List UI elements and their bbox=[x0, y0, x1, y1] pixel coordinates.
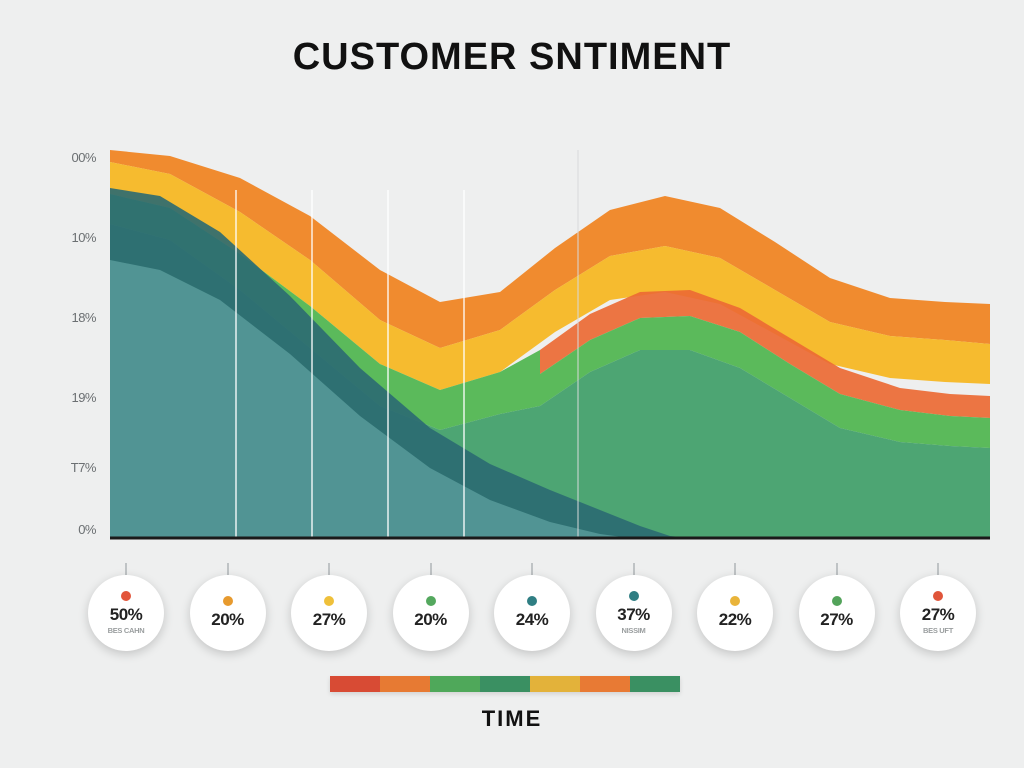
badge-dot bbox=[527, 596, 537, 606]
x-axis-label: TIME bbox=[0, 706, 1024, 732]
metric-badge: 24% bbox=[486, 575, 578, 665]
badge-dot bbox=[121, 591, 131, 601]
badge-caption: BES CAHN bbox=[108, 626, 145, 635]
y-tick-label: 0% bbox=[6, 522, 96, 537]
badge-dot bbox=[629, 591, 639, 601]
chart-title: CUSTOMER SNTIMENT bbox=[0, 36, 1024, 79]
badge-value: 27% bbox=[820, 610, 853, 630]
badge-value: 22% bbox=[719, 610, 752, 630]
badge-row: 50%BES CAHN20%27%20%24%37%NISSIM22%27%27… bbox=[80, 575, 984, 665]
metric-badge: 27%BES UFT bbox=[892, 575, 984, 665]
metric-badge: 50%BES CAHN bbox=[80, 575, 172, 665]
chart-stage: { "title": "CUSTOMER SNTIMENT", "xaxis_l… bbox=[0, 0, 1024, 768]
badge-value: 27% bbox=[922, 605, 955, 625]
badge-value: 50% bbox=[110, 605, 143, 625]
scale-segment bbox=[380, 676, 430, 692]
scale-segment bbox=[330, 676, 380, 692]
y-tick-label: 18% bbox=[6, 310, 96, 325]
y-tick-label: 00% bbox=[6, 150, 96, 165]
badge-caption: NISSIM bbox=[621, 626, 645, 635]
badge-dot bbox=[730, 596, 740, 606]
metric-badge: 20% bbox=[182, 575, 274, 665]
scale-segment bbox=[530, 676, 580, 692]
metric-badge: 27% bbox=[283, 575, 375, 665]
badge-dot bbox=[426, 596, 436, 606]
badge-value: 20% bbox=[211, 610, 244, 630]
y-tick-label: T7% bbox=[6, 460, 96, 475]
scale-segment bbox=[430, 676, 480, 692]
badge-dot bbox=[832, 596, 842, 606]
y-tick-label: 19% bbox=[6, 390, 96, 405]
area-chart bbox=[110, 150, 990, 540]
badge-value: 27% bbox=[313, 610, 346, 630]
metric-badge: 27% bbox=[791, 575, 883, 665]
metric-badge: 37%NISSIM bbox=[588, 575, 680, 665]
badge-dot bbox=[933, 591, 943, 601]
scale-segment bbox=[580, 676, 630, 692]
badge-value: 20% bbox=[414, 610, 447, 630]
metric-badge: 20% bbox=[385, 575, 477, 665]
y-tick-label: 10% bbox=[6, 230, 96, 245]
scale-segment bbox=[630, 676, 680, 692]
badge-caption: BES UFT bbox=[923, 626, 953, 635]
badge-dot bbox=[324, 596, 334, 606]
badge-value: 37% bbox=[617, 605, 650, 625]
scale-segment bbox=[480, 676, 530, 692]
badge-dot bbox=[223, 596, 233, 606]
badge-value: 24% bbox=[516, 610, 549, 630]
metric-badge: 22% bbox=[689, 575, 781, 665]
color-scale-bar bbox=[330, 676, 680, 692]
